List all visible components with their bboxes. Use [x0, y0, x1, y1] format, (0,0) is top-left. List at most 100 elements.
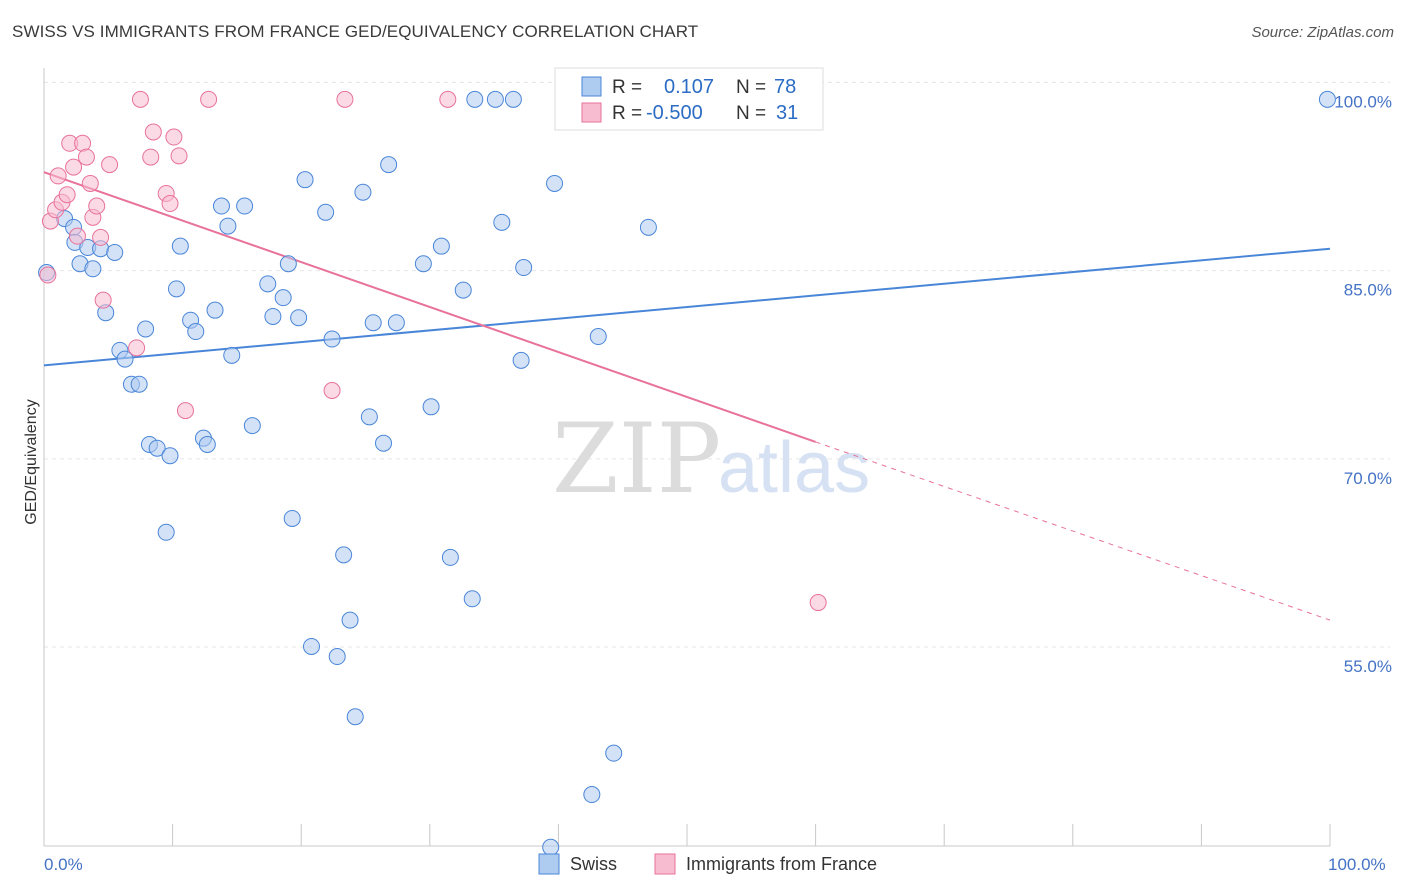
swiss-point[interactable]: [157, 523, 175, 541]
swiss-point[interactable]: [161, 447, 179, 465]
france-point[interactable]: [128, 339, 146, 357]
legend-n-label-france: N =: [736, 103, 766, 124]
swiss-point[interactable]: [198, 435, 216, 453]
swiss-point[interactable]: [274, 289, 292, 307]
france-point[interactable]: [94, 291, 112, 309]
france-point[interactable]: [176, 402, 194, 420]
y-axis-label: GED/Equivalency: [23, 399, 40, 524]
france-point[interactable]: [68, 227, 86, 245]
swiss-point[interactable]: [354, 183, 372, 201]
swiss-point[interactable]: [259, 275, 277, 293]
swiss-point[interactable]: [223, 346, 241, 364]
swiss-point[interactable]: [463, 590, 481, 608]
swiss-point[interactable]: [84, 260, 102, 278]
swiss-point[interactable]: [605, 744, 623, 762]
legend-swatch-france: [581, 102, 602, 123]
trend-lines: [43, 171, 1331, 621]
swiss-point[interactable]: [171, 237, 189, 255]
bottom-legend-label-france[interactable]: Immigrants from France: [686, 854, 877, 874]
trend-line-france: [43, 171, 816, 443]
france-point[interactable]: [58, 186, 76, 204]
france-point[interactable]: [161, 195, 179, 213]
swiss-point[interactable]: [589, 328, 607, 346]
swiss-point[interactable]: [296, 171, 314, 189]
swiss-point[interactable]: [1318, 90, 1336, 108]
swiss-point[interactable]: [504, 90, 522, 108]
bottom-legend-swatch-france[interactable]: [654, 853, 676, 875]
france-point[interactable]: [81, 174, 99, 192]
france-point[interactable]: [200, 90, 218, 108]
france-point[interactable]: [144, 123, 162, 141]
swiss-point[interactable]: [422, 398, 440, 416]
watermark-atlas: atlas: [718, 428, 870, 508]
france-point[interactable]: [101, 156, 119, 174]
swiss-point[interactable]: [243, 417, 261, 435]
swiss-point[interactable]: [219, 217, 237, 235]
france-point[interactable]: [165, 128, 183, 146]
series-legend: Swiss Immigrants from France: [538, 853, 877, 875]
x-tick-label-max: 100.0%: [1328, 855, 1386, 874]
swiss-point[interactable]: [546, 174, 564, 192]
swiss-point[interactable]: [512, 351, 530, 369]
swiss-point[interactable]: [106, 243, 124, 261]
france-point[interactable]: [88, 197, 106, 215]
swiss-point[interactable]: [236, 197, 254, 215]
swiss-point[interactable]: [167, 280, 185, 298]
swiss-point[interactable]: [323, 330, 341, 348]
swiss-point[interactable]: [328, 648, 346, 666]
swiss-point[interactable]: [360, 408, 378, 426]
swiss-point[interactable]: [432, 237, 450, 255]
legend-swatch-swiss: [581, 76, 602, 97]
france-point[interactable]: [323, 381, 341, 399]
watermark-zip: ZIP: [552, 403, 721, 515]
swiss-point[interactable]: [493, 213, 511, 231]
swiss-point[interactable]: [341, 611, 359, 629]
swiss-point[interactable]: [116, 350, 134, 368]
france-point[interactable]: [170, 147, 188, 165]
swiss-point[interactable]: [387, 314, 405, 332]
swiss-point[interactable]: [317, 203, 335, 221]
y-tick-label: 55.0%: [1344, 657, 1392, 676]
gridlines: [44, 81, 1390, 648]
swiss-point[interactable]: [130, 375, 148, 393]
swiss-point[interactable]: [639, 218, 657, 236]
france-point[interactable]: [39, 266, 57, 284]
swiss-point[interactable]: [486, 90, 504, 108]
bottom-legend-swatch-swiss[interactable]: [538, 853, 560, 875]
france-point[interactable]: [131, 90, 149, 108]
swiss-point[interactable]: [302, 637, 320, 655]
swiss-point[interactable]: [414, 255, 432, 273]
swiss-point[interactable]: [542, 838, 560, 856]
swiss-point[interactable]: [364, 314, 382, 332]
swiss-point[interactable]: [454, 281, 472, 299]
france-point[interactable]: [142, 148, 160, 166]
swiss-point[interactable]: [375, 434, 393, 452]
swiss-point[interactable]: [441, 548, 459, 566]
swiss-point[interactable]: [466, 90, 484, 108]
france-point[interactable]: [809, 594, 827, 612]
swiss-point[interactable]: [264, 307, 282, 325]
swiss-point[interactable]: [380, 156, 398, 174]
swiss-point[interactable]: [148, 439, 166, 457]
bottom-legend-label-swiss[interactable]: Swiss: [570, 854, 617, 874]
france-point[interactable]: [65, 158, 83, 176]
watermark: ZIP atlas: [552, 403, 870, 515]
swiss-point[interactable]: [335, 546, 353, 564]
swiss-point[interactable]: [290, 309, 308, 327]
swiss-point[interactable]: [346, 708, 364, 726]
france-point[interactable]: [439, 90, 457, 108]
swiss-point[interactable]: [206, 301, 224, 319]
france-point[interactable]: [49, 167, 67, 185]
swiss-point[interactable]: [583, 786, 601, 804]
y-tick-label: 85.0%: [1344, 281, 1392, 300]
swiss-point[interactable]: [279, 255, 297, 273]
swiss-point[interactable]: [283, 509, 301, 527]
swiss-point[interactable]: [515, 259, 533, 277]
france-point[interactable]: [77, 148, 95, 166]
france-point[interactable]: [92, 228, 110, 246]
swiss-point[interactable]: [212, 197, 230, 215]
swiss-point[interactable]: [187, 323, 205, 341]
france-point[interactable]: [336, 90, 354, 108]
y-tick-labels: 100.0% 85.0% 70.0% 55.0%: [1334, 92, 1392, 676]
swiss-point[interactable]: [137, 320, 155, 338]
